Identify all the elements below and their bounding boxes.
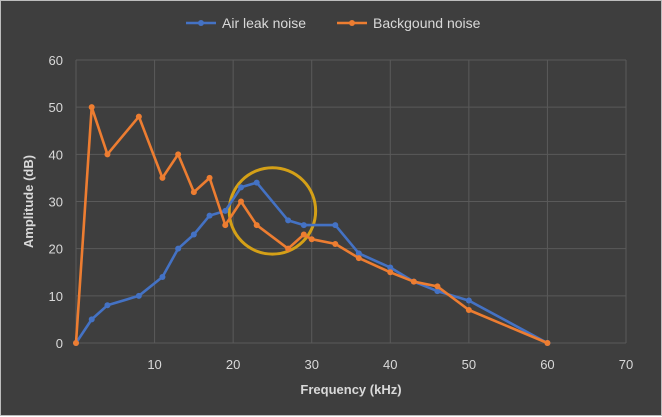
legend-label: Air leak noise xyxy=(222,15,306,31)
x-tick-label: 10 xyxy=(147,357,161,372)
data-point xyxy=(387,264,394,271)
legend-marker xyxy=(198,20,204,26)
data-point xyxy=(104,302,111,309)
data-point xyxy=(88,104,95,111)
data-point xyxy=(253,222,260,229)
data-point xyxy=(300,231,307,238)
data-point xyxy=(332,240,339,247)
data-point xyxy=(222,222,229,229)
data-point xyxy=(253,179,260,186)
legend-marker xyxy=(349,20,355,26)
y-tick-label: 40 xyxy=(49,147,63,162)
data-point xyxy=(175,245,182,252)
x-tick-label: 30 xyxy=(304,357,318,372)
data-point xyxy=(332,222,339,229)
data-point xyxy=(135,113,142,120)
y-axis-title: Amplitude (dB) xyxy=(21,155,36,248)
x-tick-label: 40 xyxy=(383,357,397,372)
legend-entry-1: Air leak noise xyxy=(186,15,306,31)
y-tick-label: 20 xyxy=(49,242,63,257)
axes: 0 10 20 30 40 50 60 10 20 30 40 50 60 70 xyxy=(49,53,634,372)
y-tick-label: 10 xyxy=(49,289,63,304)
y-tick-label: 0 xyxy=(56,336,63,351)
legend: Air leak noise Backgound noise xyxy=(186,15,481,31)
x-tick-label: 20 xyxy=(226,357,240,372)
data-point xyxy=(238,184,244,191)
data-point xyxy=(206,174,213,181)
data-point xyxy=(465,306,472,313)
data-point xyxy=(410,278,417,285)
data-point xyxy=(222,207,229,214)
data-point xyxy=(175,151,182,158)
data-point xyxy=(387,269,394,276)
x-axis-title: Frequency (kHz) xyxy=(300,382,401,397)
x-tick-label: 70 xyxy=(619,357,633,372)
data-point xyxy=(159,174,166,181)
grid-lines xyxy=(75,59,627,344)
data-point xyxy=(285,217,292,224)
data-point xyxy=(190,231,197,238)
data-point xyxy=(465,297,472,304)
data-point xyxy=(300,222,307,229)
data-point xyxy=(434,288,441,295)
data-point xyxy=(73,340,79,346)
data-point xyxy=(104,151,111,158)
highlight-circle xyxy=(227,166,318,256)
data-point xyxy=(159,273,166,280)
series xyxy=(73,104,551,346)
legend-label: Backgound noise xyxy=(373,15,481,31)
data-point xyxy=(135,292,142,299)
data-point xyxy=(190,189,197,196)
annotations xyxy=(227,166,318,256)
series-2 xyxy=(73,104,551,346)
y-tick-label: 30 xyxy=(49,195,63,210)
data-point xyxy=(206,212,213,219)
data-point xyxy=(308,236,315,243)
data-point xyxy=(88,316,95,323)
y-tick-label: 60 xyxy=(49,53,63,68)
data-point xyxy=(355,255,362,262)
data-point xyxy=(285,245,292,252)
data-point xyxy=(544,340,551,346)
data-point xyxy=(355,250,362,257)
data-point xyxy=(238,198,244,205)
legend-entry-2: Backgound noise xyxy=(337,15,481,31)
data-point xyxy=(434,283,441,290)
x-tick-label: 60 xyxy=(540,357,554,372)
y-tick-label: 50 xyxy=(49,100,63,115)
x-tick-label: 50 xyxy=(462,357,476,372)
